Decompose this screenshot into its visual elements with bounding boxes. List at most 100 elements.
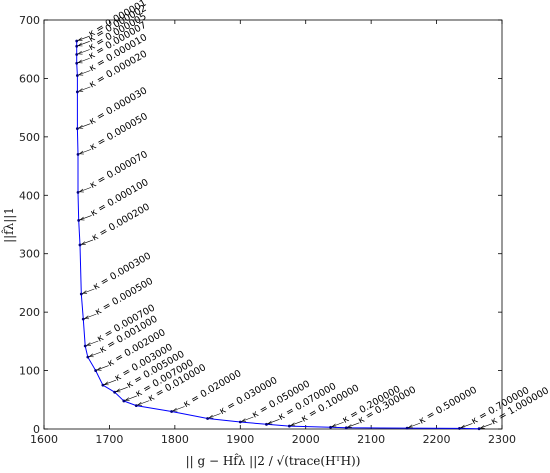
annotation-arrow-line (208, 413, 221, 419)
data-point-marker (265, 422, 268, 426)
data-point-marker (75, 53, 79, 56)
annotation-arrow-head (77, 50, 83, 55)
annotation-arrow-line (479, 423, 493, 429)
data-point-marker (405, 426, 409, 430)
data-point-marker (94, 369, 98, 372)
x-tick-label: 1600 (30, 433, 58, 446)
data-point-marker (122, 399, 126, 403)
annotation-arrow-head (103, 381, 109, 386)
annotation-arrow-head (208, 414, 214, 419)
annotation-arrow-head (331, 423, 337, 428)
annotation-arrow-head (77, 37, 83, 42)
annotation-arrow-head (80, 241, 86, 245)
data-point-marker (76, 190, 80, 194)
annotation-arrow-head (96, 366, 102, 371)
annotation-arrow-line (172, 406, 185, 412)
annotation-arrow-head (115, 388, 121, 393)
annotation-arrow-head (78, 150, 84, 155)
annotation-arrow-head (240, 418, 247, 422)
axes: 1600 1700 1800 1900 2000 2100 2200 2300 0 100 200… (19, 14, 516, 446)
data-point-marker (78, 243, 82, 247)
annotation-arrow-head (124, 397, 130, 401)
annotation-arrow-head (77, 42, 83, 47)
data-point-marker (83, 344, 87, 348)
annotation-arrow-head (79, 216, 85, 221)
annotation-arrow-head (479, 425, 485, 429)
y-tick-label: 400 (19, 189, 40, 202)
annotation-arrow-head (78, 188, 84, 193)
data-point-marker (134, 404, 138, 408)
y-tick-label: 700 (19, 14, 40, 27)
x-axis-ticks: 1600 1700 1800 1900 2000 2100 2200 2300 (30, 20, 516, 446)
annotation-arrow-line (77, 49, 90, 55)
annotation-arrow-head (78, 71, 84, 76)
x-tick-label: 1700 (95, 433, 123, 446)
data-point-marker (75, 127, 79, 131)
annotation-arrow-head (82, 290, 88, 295)
annotation-arrow-line (78, 70, 91, 76)
x-tick-label: 2200 (423, 433, 451, 446)
x-tick-label: 1800 (161, 433, 189, 446)
curve (75, 39, 481, 431)
y-tick-label: 500 (19, 131, 40, 144)
x-tick-label: 2300 (488, 433, 516, 446)
data-point-marker (75, 44, 79, 48)
x-tick-label: 2100 (357, 433, 385, 446)
data-point-marker (81, 317, 85, 321)
annotation-arrow-line (78, 187, 92, 193)
data-point-marker (287, 424, 291, 428)
annotation-arrow-line (408, 422, 421, 428)
data-point-marker (329, 425, 332, 429)
annotation-arrow-line (347, 422, 360, 428)
annotation-arrow-head (88, 353, 94, 358)
data-point-marker (79, 292, 83, 296)
data-point-marker (458, 427, 461, 430)
data-point-marker (76, 152, 80, 156)
y-tick-label: 600 (19, 72, 40, 85)
annotation-arrow-line (267, 419, 280, 425)
y-axis-ticks: 0 100 200 300 400 500 600 700 (19, 14, 502, 436)
data-point-marker (206, 417, 209, 420)
kappa-annotation: κ = 0.500000 (407, 385, 479, 429)
data-point-marker (170, 410, 173, 413)
x-tick-label: 1900 (226, 433, 254, 446)
annotation-arrow-line (84, 313, 97, 319)
annotation-arrow-head (172, 407, 178, 412)
data-point-marker (75, 61, 79, 65)
y-tick-label: 100 (19, 365, 40, 378)
plot-frame (43, 19, 503, 430)
annotation-arrow-line (290, 420, 303, 426)
annotation-arrow-head (78, 88, 84, 92)
annotation-arrow-line (115, 386, 128, 392)
annotation-arrow-head (77, 59, 83, 64)
annotation-arrow-line (96, 365, 109, 371)
annotation-arrow-line (80, 239, 94, 245)
y-tick-label: 200 (19, 306, 40, 319)
annotation-arrow-line (77, 35, 90, 41)
annotation-arrow-line (77, 41, 90, 47)
x-tick-label: 2000 (292, 433, 320, 446)
kappa-label: κ = 0.500000 (417, 385, 479, 427)
annotation-arrow-line (78, 123, 91, 129)
data-point-marker (75, 39, 79, 43)
annotation-arrow-head (346, 424, 353, 428)
annotation-arrow-line (79, 215, 92, 221)
annotation-arrow-head (407, 424, 413, 429)
x-axis-label: || g − Hf̂λ ||2 / √(trace(HᵀH)) (186, 452, 361, 468)
data-point-marker (101, 383, 105, 387)
annotation-arrow-line (82, 288, 95, 294)
annotation-arrow-head (267, 420, 273, 425)
y-tick-label: 0 (33, 423, 40, 436)
annotation-arrow-head (83, 315, 90, 320)
annotation-arrow-line (137, 400, 150, 406)
annotation-arrow-line (103, 379, 116, 385)
annotation-arrow-head (290, 422, 296, 427)
annotation-arrow-line (88, 351, 101, 357)
data-point-marker (238, 420, 242, 424)
annotation-arrow-line (124, 395, 137, 401)
annotation-arrow-line (77, 57, 90, 64)
data-point-marker (77, 219, 81, 222)
annotation-arrow-head (136, 401, 143, 406)
